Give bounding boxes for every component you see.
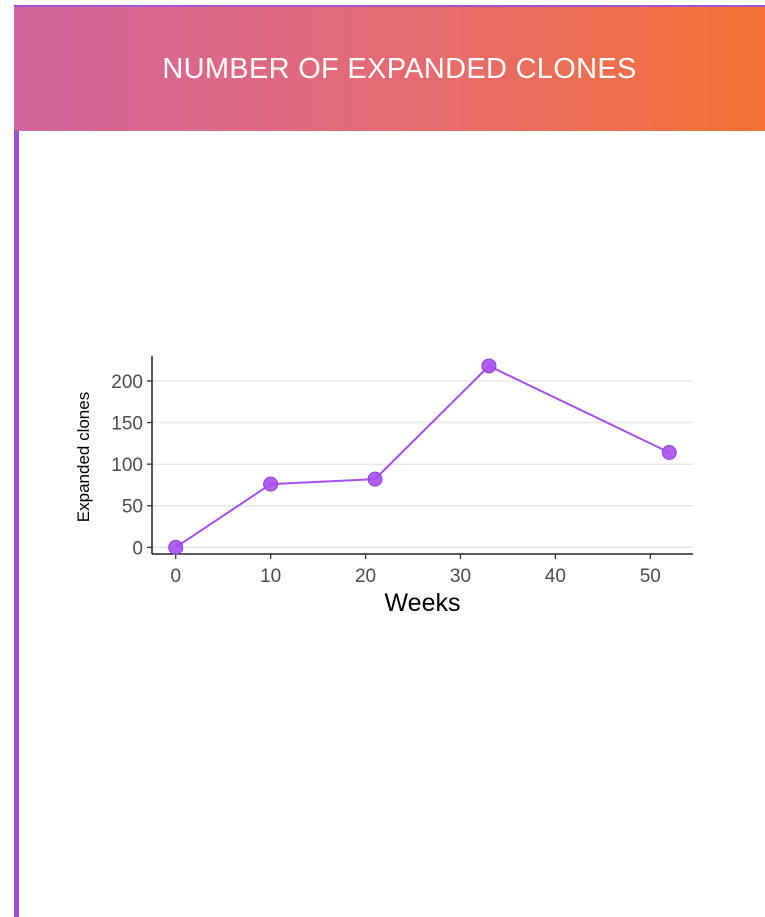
y-tick-label-200: 200 (111, 372, 143, 393)
data-point-0-4 (661, 445, 677, 461)
section-header: NUMBER OF EXPANDED CLONES (14, 7, 765, 131)
x-axis-title: Weeks (385, 589, 461, 617)
x-tick-label-50: 50 (640, 566, 661, 587)
section-title: NUMBER OF EXPANDED CLONES (162, 52, 637, 85)
y-tick-label-150: 150 (111, 414, 143, 435)
x-tick-label-20: 20 (355, 566, 376, 587)
data-point-0-2 (367, 471, 383, 487)
x-tick-label-0: 0 (170, 566, 181, 587)
x-tick-label-30: 30 (450, 566, 471, 587)
series-line-0 (175, 364, 670, 549)
y-axis-title: Expanded clones (74, 392, 93, 522)
x-tick-label-10: 10 (260, 566, 281, 587)
y-tick-label-50: 50 (122, 497, 143, 518)
top-accent-line (14, 5, 765, 7)
data-point-0-3 (481, 358, 497, 374)
chart-container: 0 50 100 150 200 0 10 20 30 40 50 Weeks Expanded clo… (60, 340, 720, 640)
data-point-0-1 (263, 476, 279, 492)
x-tick-label-40: 40 (545, 566, 566, 587)
y-tick-label-0: 0 (132, 538, 143, 559)
y-tick-label-100: 100 (111, 455, 143, 476)
left-accent-bar (14, 5, 19, 917)
line-chart: 0 50 100 150 200 0 10 20 30 40 50 Weeks Expanded clo… (74, 356, 693, 617)
data-point-0-0 (168, 539, 184, 555)
